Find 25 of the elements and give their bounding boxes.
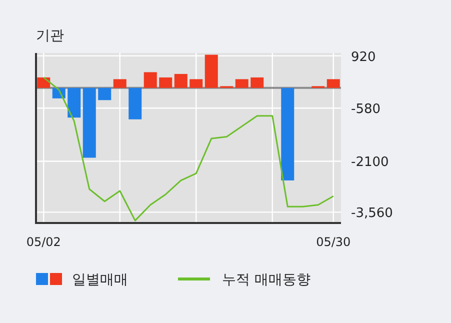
bar (37, 77, 50, 88)
y-tick-label: 920 (351, 50, 376, 65)
bar (204, 54, 218, 88)
bar (128, 88, 142, 120)
bar (159, 77, 172, 88)
bar (68, 88, 81, 118)
bar (82, 88, 96, 158)
bar (98, 88, 112, 100)
x-tick-label: 05/30 (316, 235, 351, 249)
bar (235, 79, 248, 88)
legend-label: 누적 매매동향 (222, 272, 310, 288)
y-tick-label: -580 (351, 102, 381, 118)
line-series (42, 76, 334, 222)
y-tick-label: -2100 (351, 155, 389, 170)
bar (250, 77, 264, 88)
legend-label: 일별매매 (72, 272, 128, 288)
bar (326, 79, 340, 88)
x-tick-label: 05/02 (26, 235, 61, 249)
bar (113, 79, 126, 88)
bar (190, 79, 203, 88)
bar (174, 74, 188, 88)
chart-title: 기관 (36, 28, 64, 44)
bar (281, 88, 294, 180)
bar (144, 72, 157, 88)
y-tick-label: -3,560 (351, 206, 393, 222)
